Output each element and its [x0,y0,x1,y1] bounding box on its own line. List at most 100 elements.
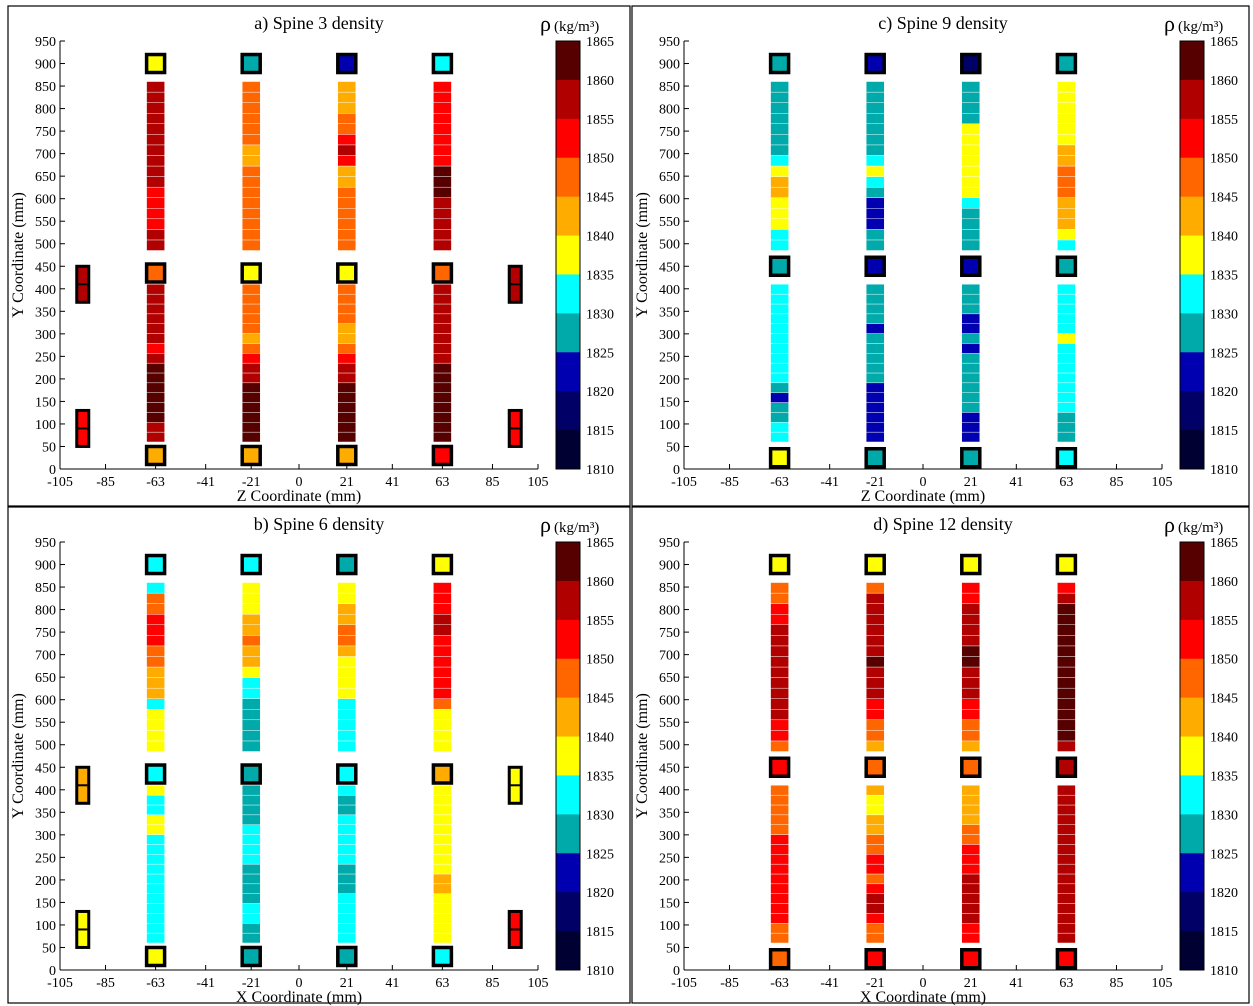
density-cell [1057,165,1076,177]
density-cell [961,229,980,241]
x-tick-label: 0 [920,475,927,490]
density-cell [770,913,789,924]
density-cell [241,666,261,678]
density-cell [337,144,356,156]
density-cell [1057,303,1076,315]
y-tick-label: 700 [35,649,56,664]
density-cell [241,645,261,657]
density-cell [146,687,165,699]
density-cell [146,794,165,806]
density-cell [337,155,356,167]
colorbar-tick-label: 1845 [586,692,614,707]
density-cell [433,903,452,914]
x-tick-label: 41 [385,475,399,490]
density-cell [770,932,789,944]
y-axis-label: Y Coordinate (mm) [10,192,27,318]
y-tick-label: 0 [49,964,56,979]
colorbar-segment [556,736,580,776]
density-cell [241,656,261,668]
node-box [1055,52,1078,75]
density-cell [241,218,261,230]
density-cell [146,372,165,384]
colorbar-label-unit: (kg/m³) [1178,520,1223,536]
x-tick-label: -105 [671,475,697,490]
node-box [144,945,167,968]
density-cell [241,155,261,167]
y-tick-label: 100 [659,919,680,934]
density-cell [865,313,885,324]
node-box [864,947,886,970]
density-cell [961,362,980,374]
colorbar-tick-label: 1825 [1210,847,1238,862]
x-tick-label: 105 [528,475,549,490]
density-cell [146,614,165,625]
density-cell [1057,353,1076,364]
density-cell [433,343,452,354]
density-cell [770,923,789,934]
node-box [144,52,167,75]
y-axis-label: Y Coordinate (mm) [10,693,27,819]
y-tick-label: 50 [666,440,680,455]
density-cell [146,913,165,924]
density-cell [241,422,261,433]
density-cell [1057,730,1076,742]
density-cell [433,392,452,403]
density-cell [961,624,980,636]
density-cell [433,382,452,393]
y-tick-label: 350 [35,806,56,821]
x-tick-label: 0 [296,976,303,991]
density-cell [770,814,789,825]
x-tick-label: 105 [528,976,549,991]
density-cell [337,656,356,668]
colorbar-label: ρ (kg/m³) [1164,11,1223,36]
node-box [960,446,982,469]
density-cell [961,382,980,393]
colorbar-tick-label: 1820 [586,886,614,901]
density-cell [961,303,980,315]
x-tick-label: 85 [485,475,499,490]
density-cell [337,402,356,413]
y-tick-label: 700 [35,148,56,163]
density-cell [770,91,789,103]
y-tick-label: 900 [659,58,680,73]
density-cell [146,740,165,752]
density-cell [1057,218,1076,230]
x-tick-label: -41 [820,976,839,991]
density-cell [770,412,789,423]
density-cell [433,284,452,295]
density-cell [1057,624,1076,636]
density-cell [337,165,356,177]
density-cell [337,844,356,855]
colorbar-label: ρ (kg/m³) [540,11,599,36]
density-cell [433,883,452,894]
density-cell [337,123,356,135]
density-cell [146,854,165,865]
density-cell [865,923,885,934]
colorbar-tick-label: 1825 [1210,346,1238,361]
density-cell [961,687,980,699]
density-cell [961,123,980,135]
density-cell [1057,155,1076,167]
density-cell [241,176,261,188]
x-tick-label: -41 [820,475,839,490]
density-cell [241,592,261,604]
density-cell [961,422,980,433]
density-cell [241,372,261,384]
y-tick-label: 550 [659,716,680,731]
y-tick-label: 650 [659,170,680,185]
colorbar-tick-label: 1850 [586,152,614,167]
density-cell [241,709,261,721]
density-cell [865,343,885,354]
density-cell [865,834,885,845]
density-cell [865,804,885,816]
colorbar-tick-label: 1855 [1210,614,1238,629]
density-cell [337,333,356,344]
x-tick-label: 63 [435,475,449,490]
x-tick-label: 41 [1009,976,1023,991]
node-box [336,945,358,968]
density-cell [433,740,452,752]
density-cell [770,165,789,177]
density-cell [1057,635,1076,647]
colorbar-tick-label: 1860 [1210,575,1238,590]
density-cell [337,176,356,188]
